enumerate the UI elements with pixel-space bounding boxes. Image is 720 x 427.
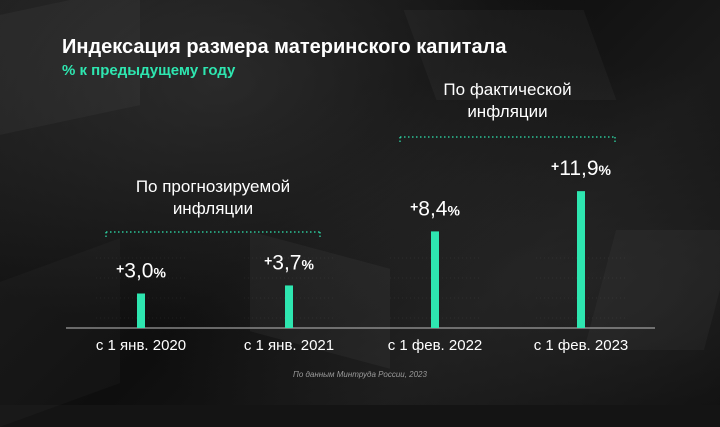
group-label: По прогнозируемой bbox=[136, 177, 290, 196]
value-label: +11,9% bbox=[551, 157, 612, 180]
bar bbox=[431, 231, 439, 328]
bar bbox=[577, 191, 585, 328]
value-label: +3,7% bbox=[264, 251, 314, 274]
x-tick-label: с 1 фев. 2022 bbox=[388, 337, 483, 354]
value-label: +3,0% bbox=[116, 260, 166, 283]
bar-chart: +3,0% с 1 янв. 2020 +3,7% с 1 янв. 2021 +8,4… bbox=[66, 80, 655, 354]
value-label: +8,4% bbox=[410, 197, 460, 220]
source-note: По данным Минтруда России, 2023 bbox=[293, 370, 427, 379]
group-label: инфляции bbox=[173, 199, 253, 218]
chart-subtitle: % к предыдущему году bbox=[62, 62, 236, 79]
bar bbox=[137, 293, 145, 328]
x-tick-label: с 1 фев. 2023 bbox=[534, 337, 629, 354]
x-tick-label: с 1 янв. 2020 bbox=[96, 337, 186, 354]
bar bbox=[285, 285, 293, 328]
x-tick-label: с 1 янв. 2021 bbox=[244, 337, 334, 354]
group-label: По фактической bbox=[443, 80, 571, 99]
chart-title: Индексация размера материнского капитала bbox=[62, 36, 507, 58]
background bbox=[0, 0, 720, 405]
group-label: инфляции bbox=[467, 102, 547, 121]
